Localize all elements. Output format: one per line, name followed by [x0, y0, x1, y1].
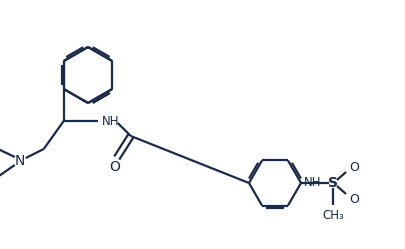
Text: CH₃: CH₃: [322, 208, 344, 222]
Text: NH: NH: [304, 176, 322, 188]
Text: S: S: [328, 176, 338, 190]
Text: NH: NH: [102, 115, 119, 127]
Text: O: O: [109, 160, 120, 174]
Text: O: O: [349, 192, 359, 205]
Text: O: O: [349, 161, 359, 174]
Text: N: N: [15, 154, 25, 168]
